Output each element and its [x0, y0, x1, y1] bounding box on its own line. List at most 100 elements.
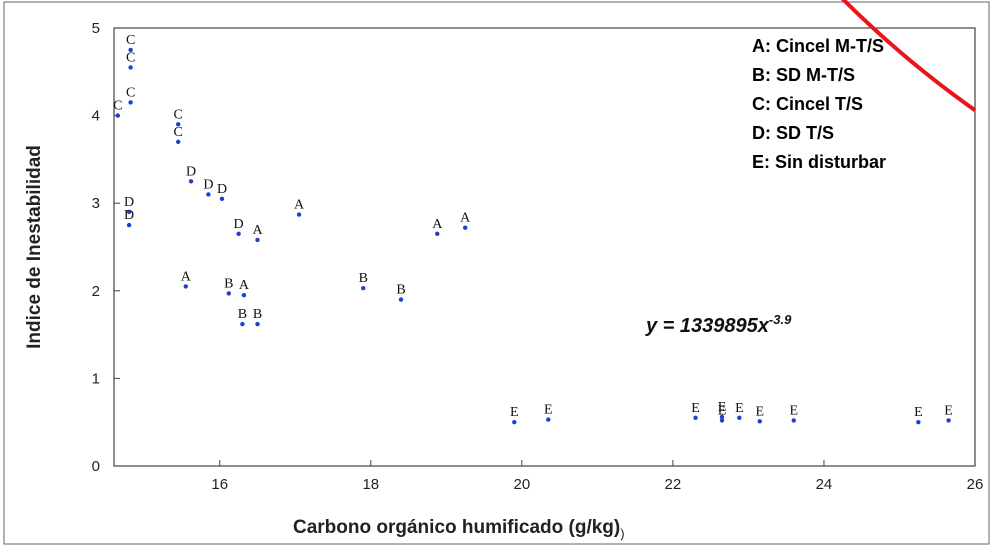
- data-point: E: [691, 401, 700, 421]
- outer-border: [3, 1, 990, 545]
- data-point: B: [238, 307, 247, 327]
- point-marker: [226, 291, 231, 296]
- point-label: D: [217, 182, 227, 197]
- x-axis-title-text: Carbono orgánico humificado (g/kg): [293, 517, 620, 538]
- point-label: A: [239, 278, 250, 293]
- data-point: C: [126, 50, 135, 70]
- point-marker: [398, 297, 404, 302]
- point-marker: [916, 420, 921, 425]
- point-marker: [115, 113, 120, 118]
- data-point: A: [252, 223, 263, 243]
- point-label: E: [735, 401, 744, 416]
- point-label: E: [944, 403, 953, 418]
- point-marker: [126, 209, 132, 215]
- fit-equation: y = 1339895x-3.9: [645, 312, 792, 337]
- point-marker: [512, 420, 517, 425]
- point-marker: [175, 139, 181, 145]
- x-tick-label: 24: [816, 476, 833, 493]
- data-point: E: [944, 403, 953, 423]
- fit-equation-exponent: -3.9: [769, 312, 792, 327]
- point-label: C: [126, 50, 135, 65]
- point-label: C: [126, 33, 135, 48]
- point-marker: [236, 231, 241, 237]
- point-label: E: [510, 405, 519, 420]
- point-marker: [240, 321, 245, 327]
- point-marker: [183, 284, 188, 289]
- point-label: E: [544, 403, 553, 418]
- point-label: E: [789, 403, 798, 418]
- legend-entry-c: C: Cincel T/S: [752, 94, 863, 114]
- data-point: D: [203, 177, 213, 197]
- y-axis: 0 1 2 3 4 5: [92, 20, 120, 475]
- legend-entry-a: A: Cincel M-T/S: [752, 36, 884, 56]
- plot-frame: [113, 27, 976, 467]
- data-point: D: [124, 208, 134, 228]
- point-label: A: [252, 223, 263, 238]
- x-axis-title-suffix: ): [620, 526, 624, 541]
- point-label: B: [396, 283, 405, 298]
- data-point: E: [914, 405, 923, 425]
- point-marker: [757, 419, 762, 424]
- point-marker: [128, 65, 133, 70]
- point-marker: [255, 321, 260, 327]
- data-point: B: [253, 307, 262, 327]
- x-axis-title: Carbono orgánico humificado (g/kg)): [293, 517, 625, 541]
- y-tick-label: 0: [92, 458, 100, 475]
- data-point: E: [718, 400, 727, 420]
- point-label: D: [124, 208, 134, 223]
- point-label: E: [718, 400, 727, 415]
- point-label: E: [691, 401, 700, 416]
- point-label: E: [755, 404, 764, 419]
- data-point: D: [217, 182, 227, 202]
- point-label: D: [234, 217, 244, 232]
- point-label: B: [253, 307, 262, 322]
- point-label: A: [181, 269, 192, 284]
- data-point: A: [294, 198, 305, 217]
- data-point: C: [113, 99, 122, 118]
- point-label: C: [174, 107, 183, 122]
- point-marker: [719, 418, 725, 423]
- point-marker: [435, 231, 440, 237]
- data-point: C: [126, 85, 135, 105]
- point-marker: [361, 285, 366, 291]
- data-point: B: [224, 276, 233, 296]
- point-marker: [206, 192, 211, 197]
- fit-equation-base: y = 1339895x: [645, 315, 770, 337]
- data-point: D: [186, 164, 196, 184]
- point-label: C: [113, 99, 122, 114]
- point-label: D: [124, 195, 134, 210]
- point-marker: [946, 418, 951, 423]
- legend: A: Cincel M-T/S B: SD M-T/S C: Cincel T/S D…: [752, 36, 886, 172]
- x-tick-label: 22: [665, 476, 682, 493]
- point-marker: [719, 414, 725, 420]
- point-marker: [219, 196, 225, 202]
- point-marker: [546, 417, 551, 422]
- data-point: E: [789, 403, 798, 423]
- point-label: B: [224, 276, 233, 291]
- point-marker: [296, 212, 302, 217]
- point-marker: [126, 222, 132, 228]
- x-tick-label: 16: [211, 476, 228, 493]
- point-label: B: [359, 271, 368, 286]
- point-label: E: [718, 403, 727, 418]
- point-label: C: [174, 125, 183, 140]
- y-tick-label: 3: [92, 195, 100, 212]
- y-tick-label: 5: [92, 20, 100, 37]
- legend-entry-e: E: Sin disturbar: [752, 152, 886, 172]
- point-label: B: [238, 307, 247, 322]
- point-marker: [128, 100, 133, 105]
- point-marker: [791, 418, 796, 423]
- data-point: B: [396, 283, 406, 302]
- y-tick-label: 2: [92, 283, 100, 300]
- point-marker: [737, 415, 742, 421]
- point-label: A: [432, 217, 443, 232]
- data-point: C: [174, 107, 183, 127]
- data-point: D: [234, 217, 244, 237]
- point-marker: [128, 47, 133, 53]
- data-point: C: [174, 125, 183, 145]
- data-point: A: [181, 269, 192, 289]
- point-label: D: [186, 164, 196, 179]
- y-tick-label: 1: [92, 370, 100, 387]
